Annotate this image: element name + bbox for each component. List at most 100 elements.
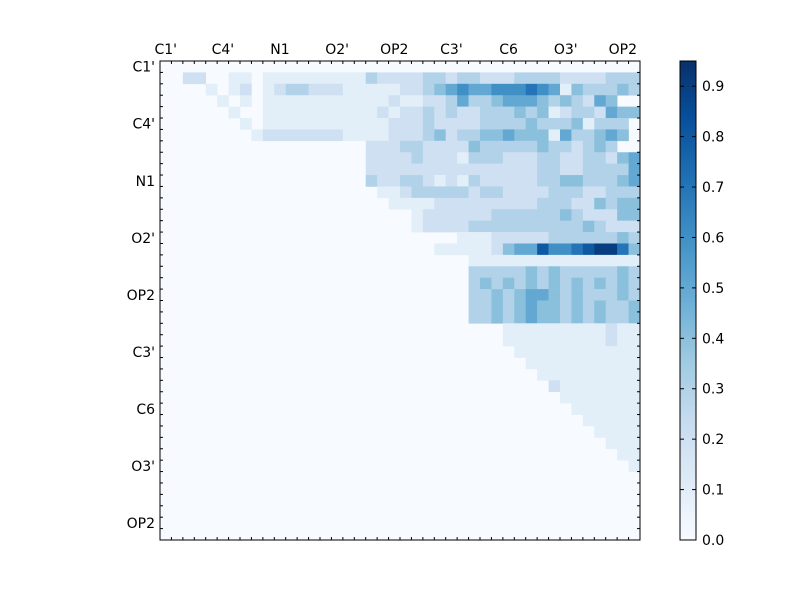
- heatmap-cell: [594, 357, 607, 370]
- heatmap-cell: [377, 152, 389, 164]
- heatmap-cell: [514, 129, 527, 142]
- heatmap-cell: [560, 95, 572, 107]
- heatmap-cell: [617, 403, 629, 415]
- heatmap-cell: [468, 140, 481, 153]
- heatmap-cell: [422, 106, 435, 119]
- heatmap-cell: [628, 243, 641, 256]
- heatmap-cell: [628, 368, 641, 381]
- heatmap-cell: [468, 186, 481, 199]
- heatmap-cell: [491, 197, 504, 210]
- heatmap-cell: [514, 334, 527, 347]
- heatmap-cell: [480, 311, 492, 324]
- heatmap-cell: [571, 163, 584, 176]
- heatmap-cell: [582, 289, 595, 301]
- heatmap-cell: [548, 254, 561, 267]
- heatmap-cell: [605, 323, 618, 336]
- heatmap-cell: [491, 186, 504, 199]
- heatmap-cell: [388, 118, 401, 130]
- heatmap-cell: [628, 334, 641, 347]
- heatmap-cell: [605, 300, 618, 313]
- heatmap-cell: [388, 129, 401, 142]
- heatmap-cell: [400, 118, 412, 130]
- heatmap-cell: [571, 266, 584, 278]
- heatmap-cell: [582, 83, 595, 96]
- heatmap-cell: [594, 380, 607, 393]
- heatmap-cell: [308, 72, 321, 85]
- heatmap-cell: [537, 95, 549, 107]
- heatmap-cell: [217, 95, 229, 107]
- heatmap-cell: [365, 72, 378, 85]
- heatmap-cell: [331, 83, 344, 96]
- heatmap-cell: [628, 323, 641, 336]
- heatmap-cell: [560, 368, 572, 381]
- heatmap-cell: [182, 72, 195, 85]
- heatmap-cell: [480, 266, 492, 278]
- heatmap-cell: [434, 72, 447, 85]
- x-tick-label: O2': [325, 42, 349, 58]
- heatmap-cell: [457, 209, 469, 221]
- heatmap-cell: [525, 254, 538, 267]
- heatmap-cell: [514, 106, 527, 119]
- heatmap-cell: [605, 289, 618, 301]
- heatmap-cell: [502, 300, 515, 313]
- heatmap-cell: [434, 175, 447, 187]
- heatmap-cell: [502, 323, 515, 336]
- heatmap-cell: [605, 186, 618, 199]
- heatmap-cell: [434, 118, 447, 130]
- y-tick-label: OP2: [127, 288, 155, 304]
- heatmap-cell: [617, 106, 629, 119]
- heatmap-cell: [537, 163, 549, 176]
- heatmap-cell: [628, 186, 641, 199]
- heatmap-cell: [320, 118, 332, 130]
- heatmap-cell: [560, 357, 572, 370]
- heatmap-cell: [617, 391, 629, 404]
- heatmap-cell: [388, 197, 401, 210]
- heatmap-cell: [628, 380, 641, 393]
- heatmap-cell: [617, 414, 629, 427]
- heatmap-cell: [617, 311, 629, 324]
- heatmap-cell: [457, 175, 469, 187]
- heatmap-cell: [308, 129, 321, 142]
- heatmap-cell: [514, 243, 527, 256]
- heatmap-cell: [514, 232, 527, 244]
- heatmap-cell: [594, 220, 607, 233]
- heatmap-cell: [628, 448, 641, 461]
- heatmap-cell: [514, 163, 527, 176]
- heatmap-cell: [525, 277, 538, 290]
- heatmap-cell: [274, 106, 287, 119]
- heatmap-cell: [411, 220, 424, 233]
- heatmap-cell: [571, 95, 584, 107]
- heatmap-cell: [342, 83, 355, 96]
- heatmap-cell: [560, 220, 572, 233]
- heatmap-cell: [617, 380, 629, 393]
- heatmap-cell: [548, 72, 561, 85]
- heatmap-cell: [388, 83, 401, 96]
- heatmap-cell: [537, 106, 549, 119]
- heatmap-cell: [491, 311, 504, 324]
- heatmap-cell: [445, 106, 458, 119]
- heatmap-cell: [480, 83, 492, 96]
- heatmap-cell: [525, 186, 538, 199]
- heatmap-cell: [548, 186, 561, 199]
- heatmap-cell: [548, 311, 561, 324]
- heatmap-cell: [491, 243, 504, 256]
- heatmap-cell: [468, 311, 481, 324]
- heatmap-cell: [548, 323, 561, 336]
- heatmap-cell: [411, 152, 424, 164]
- heatmap-cell: [502, 266, 515, 278]
- heatmap-cell: [537, 346, 549, 358]
- heatmap-cell: [594, 140, 607, 153]
- heatmap-cell: [628, 152, 641, 164]
- heatmap-cell: [320, 106, 332, 119]
- heatmap-cell: [514, 254, 527, 267]
- heatmap-cell: [480, 72, 492, 85]
- heatmap-cell: [537, 300, 549, 313]
- heatmap-cell: [422, 129, 435, 142]
- heatmap-cell: [285, 106, 298, 119]
- colorbar-tick-label: 0.2: [702, 432, 724, 448]
- heatmap-cell: [434, 209, 447, 221]
- heatmap-cell: [480, 152, 492, 164]
- heatmap-cell: [560, 346, 572, 358]
- heatmap-cell: [525, 346, 538, 358]
- heatmap-cell: [617, 346, 629, 358]
